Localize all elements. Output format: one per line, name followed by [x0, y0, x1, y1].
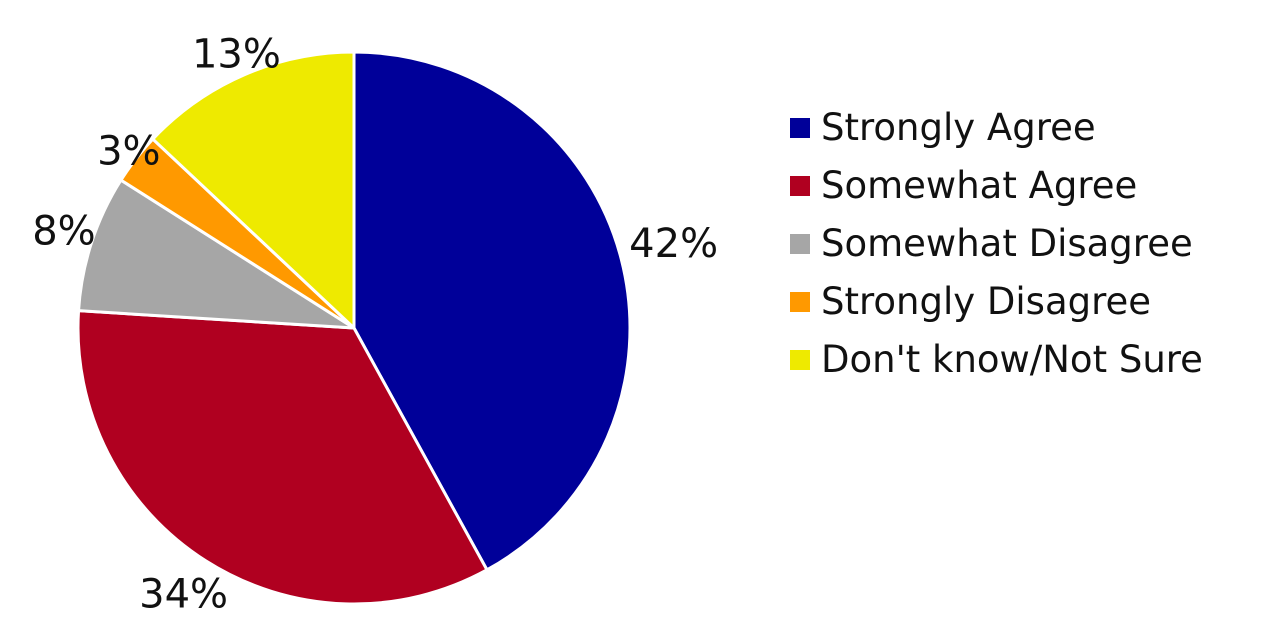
- legend-label: Don't know/Not Sure: [821, 338, 1203, 381]
- data-label-somewhat-agree: 34%: [139, 571, 228, 617]
- legend-label: Somewhat Disagree: [821, 222, 1193, 265]
- legend: Strongly Agree Somewhat Agree Somewhat Dis…: [790, 106, 1203, 396]
- legend-swatch: [790, 233, 810, 254]
- legend-label: Somewhat Agree: [821, 164, 1138, 207]
- legend-label: Strongly Agree: [821, 106, 1096, 149]
- pie-slice-somewhat-agree: [76, 309, 489, 606]
- pie-value-labels: 42% 34% 8%3% 13%: [32, 31, 718, 617]
- legend-item-somewhat-disagree: Somewhat Disagree: [790, 222, 1203, 265]
- data-label-don-t-know-not-sure: 13%: [192, 31, 281, 77]
- legend-swatch: [790, 291, 810, 312]
- legend-item-strongly-disagree: Strongly Disagree: [790, 280, 1203, 323]
- data-label-strongly-disagree: 3%: [97, 128, 160, 174]
- pie-slices: [76, 50, 632, 606]
- legend-swatch: [790, 175, 810, 196]
- legend-label: Strongly Disagree: [821, 280, 1152, 323]
- legend-item-don-t-know-not-sure: Don't know/Not Sure: [790, 338, 1203, 381]
- pie-slice-strongly-agree: [352, 50, 632, 572]
- pie-slice-don-t-know-not-sure: [151, 50, 356, 330]
- legend-swatch: [790, 349, 810, 370]
- legend-item-somewhat-agree: Somewhat Agree: [790, 164, 1203, 207]
- legend-swatch: [790, 117, 810, 138]
- legend-item-strongly-agree: Strongly Agree: [790, 106, 1203, 149]
- data-label-somewhat-disagree: 8%: [32, 209, 95, 255]
- pie-slice-somewhat-disagree: [77, 178, 356, 330]
- data-label-strongly-agree: 42%: [629, 221, 718, 267]
